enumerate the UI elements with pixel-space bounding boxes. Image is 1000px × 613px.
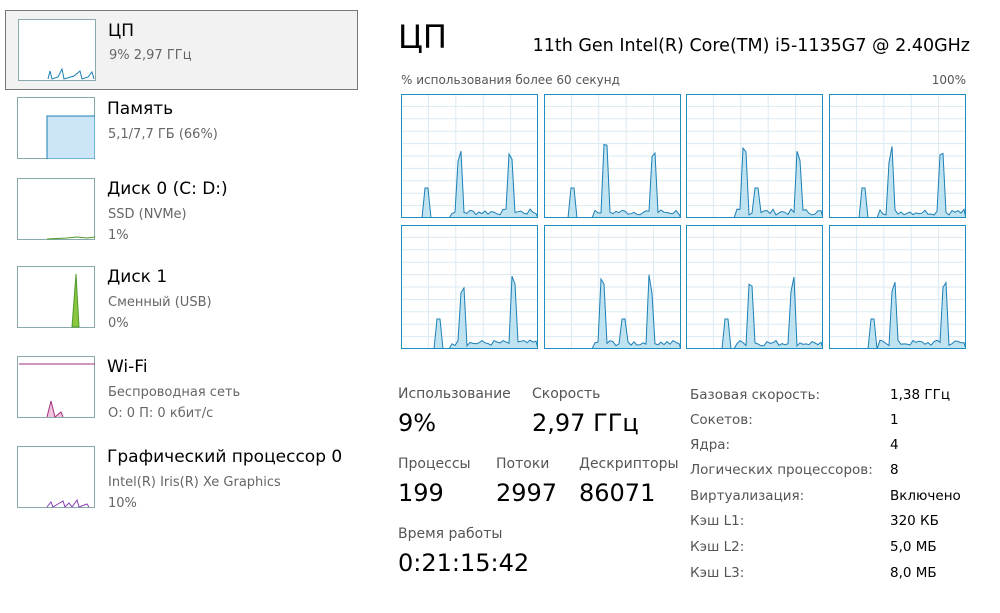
item-detail: О: 0 П: 0 кбит/с	[108, 406, 214, 421]
thumbnail-graph	[17, 446, 95, 508]
spec-label: Сокетов:	[690, 412, 753, 428]
thumbnail-graph	[17, 178, 96, 240]
thumbnail	[18, 19, 96, 81]
stat-label: Использование	[398, 386, 511, 402]
core-graph-svg	[829, 94, 967, 219]
core-graph	[686, 94, 824, 219]
item-title: Диск 0 (C: D:)	[107, 179, 228, 199]
thumbnail-graph	[18, 19, 96, 81]
item-detail: 9% 2,97 ГГц	[109, 48, 192, 63]
stat-value: 199	[398, 479, 444, 507]
sidebar-item[interactable]: Диск 0 (C: D:) SSD (NVMe) 1%	[5, 170, 358, 250]
spec-label: Виртуализация:	[690, 488, 805, 504]
thumbnail-graph	[17, 356, 95, 418]
spec-value: 1,38 ГГц	[890, 387, 951, 403]
thumbnail-graph	[17, 266, 95, 328]
spec-label: Логических процессоров:	[690, 462, 873, 478]
sidebar-item[interactable]: Wi-Fi Беспроводная сеть О: 0 П: 0 кбит/с	[5, 348, 358, 428]
core-graph	[829, 225, 967, 350]
spec-label: Ядра:	[690, 437, 731, 453]
item-detail: Intel(R) Iris(R) Xe Graphics	[108, 475, 281, 490]
thumbnail	[17, 97, 96, 160]
spec-value: 320 КБ	[890, 513, 939, 529]
item-detail: Беспроводная сеть	[108, 385, 241, 400]
spec-value: 5,0 МБ	[890, 539, 937, 555]
item-title: ЦП	[108, 21, 134, 41]
core-graph-svg	[401, 225, 539, 350]
spec-value: 8	[890, 462, 899, 478]
thumbnail	[17, 446, 95, 508]
item-detail: 0%	[108, 316, 129, 331]
spec-value: 1	[890, 412, 899, 428]
stat-label: Скорость	[532, 386, 601, 402]
sidebar-item[interactable]: ЦП 9% 2,97 ГГц	[5, 10, 358, 90]
spec-value: Включено	[890, 488, 961, 504]
item-detail: 10%	[108, 496, 137, 511]
item-detail: SSD (NVMe)	[108, 207, 187, 222]
item-title: Память	[107, 99, 174, 119]
stat-value: 0:21:15:42	[398, 549, 530, 577]
sidebar-item[interactable]: Память 5,1/7,7 ГБ (66%)	[5, 90, 358, 170]
stat-value: 9%	[398, 409, 437, 437]
item-title: Wi-Fi	[107, 357, 148, 377]
spec-label: Кэш L1:	[690, 513, 745, 529]
core-graph	[829, 94, 967, 219]
core-graph	[401, 225, 539, 350]
item-detail: 1%	[108, 228, 129, 243]
core-graph-svg	[686, 225, 824, 350]
thumbnail	[17, 178, 96, 240]
spec-value: 8,0 МБ	[890, 565, 937, 581]
thumbnail	[17, 356, 95, 418]
spec-label: Базовая скорость:	[690, 387, 821, 403]
stat-value: 2997	[496, 479, 558, 507]
core-graph-svg	[544, 94, 682, 219]
stat-value: 2,97 ГГц	[532, 409, 639, 437]
stat-label: Дескрипторы	[579, 456, 679, 472]
item-detail: Сменный (USB)	[108, 295, 212, 310]
thumbnail	[17, 266, 95, 328]
spec-label: Кэш L2:	[690, 539, 745, 555]
core-graph	[401, 94, 539, 219]
core-graph	[686, 225, 824, 350]
core-graph-svg	[544, 225, 682, 350]
core-graph	[544, 94, 682, 219]
core-graph	[544, 225, 682, 350]
item-title: Графический процессор 0	[107, 447, 343, 467]
item-title: Диск 1	[107, 267, 168, 287]
stat-label: Потоки	[496, 456, 550, 472]
core-graph-svg	[686, 94, 824, 219]
stat-label: Процессы	[398, 456, 471, 472]
thumbnail-graph	[17, 97, 96, 160]
stat-value: 86071	[579, 479, 656, 507]
cpu-model: 11th Gen Intel(R) Core(TM) i5-1135G7 @ 2…	[532, 36, 970, 56]
core-graph-svg	[829, 225, 967, 350]
spec-value: 4	[890, 437, 899, 453]
page-title: ЦП	[398, 18, 447, 56]
graph-label: % использования более 60 секунд	[401, 73, 620, 87]
core-graph-svg	[401, 94, 539, 219]
graph-max: 100%	[931, 73, 966, 87]
sidebar-item[interactable]: Графический процессор 0 Intel(R) Iris(R) …	[5, 438, 358, 518]
spec-label: Кэш L3:	[690, 565, 745, 581]
item-detail: 5,1/7,7 ГБ (66%)	[108, 127, 218, 142]
sidebar-item[interactable]: Диск 1 Сменный (USB) 0%	[5, 258, 358, 338]
stat-label: Время работы	[398, 526, 503, 542]
